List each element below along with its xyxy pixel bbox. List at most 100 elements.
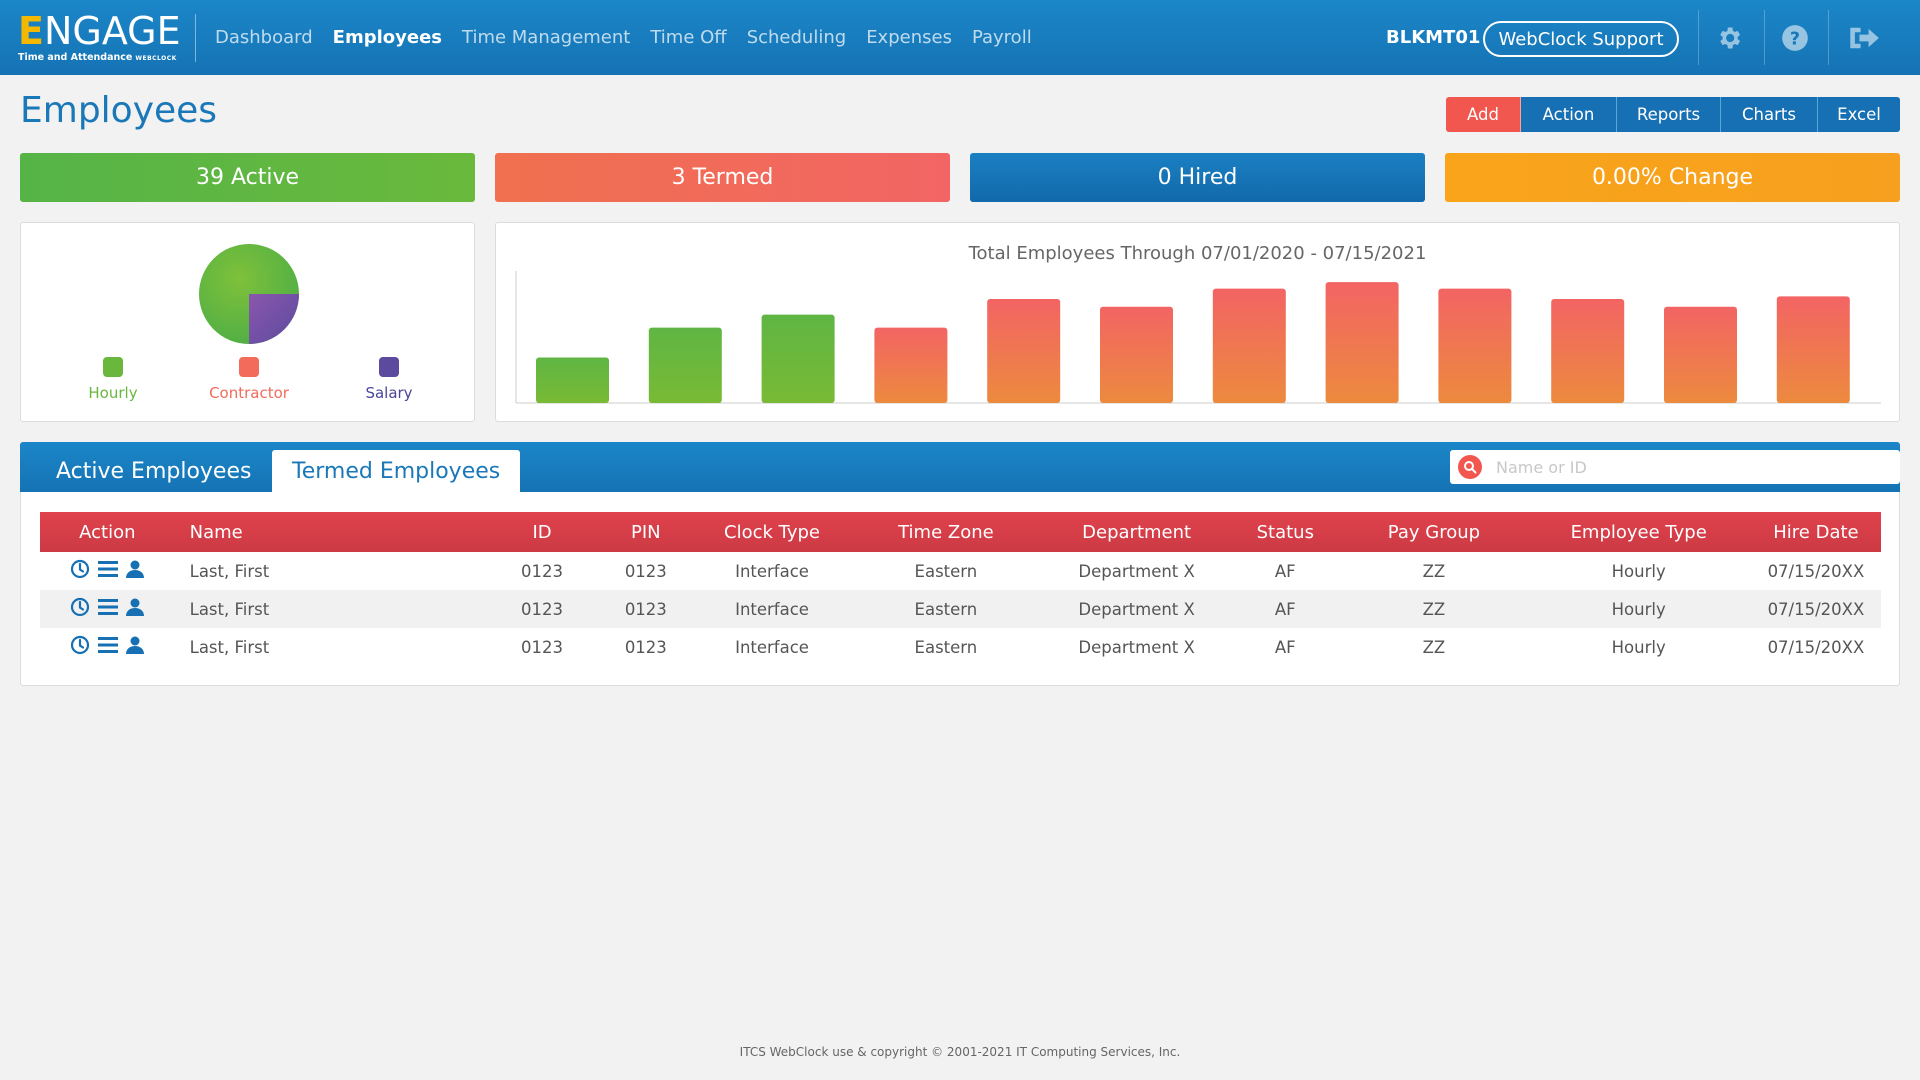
nav-employees[interactable]: Employees <box>332 27 442 48</box>
cell-employee-type: Hourly <box>1611 561 1666 581</box>
cell-clock-type: Interface <box>735 561 809 581</box>
cell-pay-group: ZZ <box>1422 599 1446 619</box>
header-pin[interactable]: PIN <box>630 521 661 543</box>
header-time-zone[interactable]: Time Zone <box>898 521 994 543</box>
legend-label-salary: Salary <box>365 384 413 402</box>
header-name[interactable]: Name <box>189 521 243 543</box>
cell-hire-date: 07/15/20XX <box>1767 599 1865 619</box>
logo-divider <box>195 14 196 62</box>
user-profile-icon[interactable] <box>126 636 145 658</box>
legend-swatch-hourly <box>103 357 123 377</box>
search-icon[interactable] <box>1458 455 1482 479</box>
header-hire-date[interactable]: Hire Date <box>1773 521 1859 543</box>
search-input[interactable] <box>1496 457 1876 477</box>
row-actions <box>40 590 175 628</box>
pie-slice-salary[interactable] <box>249 294 299 344</box>
cell-hire-date: 07/15/20XX <box>1767 561 1865 581</box>
chart-bar-6[interactable] <box>1100 306 1173 403</box>
active-count-card[interactable]: 39 Active <box>20 153 475 202</box>
row-actions <box>40 628 175 666</box>
header-employee-type[interactable]: Employee Type <box>1570 521 1707 543</box>
svg-text:?: ? <box>1790 29 1800 49</box>
reports-button[interactable]: Reports <box>1617 97 1721 132</box>
chart-bar-3[interactable] <box>761 314 835 403</box>
top-separator <box>1698 10 1699 65</box>
user-profile-icon[interactable] <box>126 598 145 620</box>
cell-clock-type: Interface <box>735 599 809 619</box>
tab-termed-employees[interactable]: Termed Employees <box>272 450 521 492</box>
page-action-buttons: Add Action Reports Charts Excel <box>1446 97 1900 132</box>
excel-button[interactable]: Excel <box>1818 97 1900 132</box>
top-separator <box>1828 10 1829 65</box>
top-separator <box>1764 10 1765 65</box>
clock-icon[interactable] <box>70 597 90 621</box>
total-employees-chart-panel: Total Employees Through 07/01/2020 - 07/… <box>495 222 1900 422</box>
header-status[interactable]: Status <box>1256 521 1314 543</box>
chart-bar-2[interactable] <box>648 327 722 403</box>
nav-scheduling[interactable]: Scheduling <box>746 27 847 48</box>
change-percent-card[interactable]: 0.00% Change <box>1445 153 1900 202</box>
table-row[interactable]: Last, First 0123 0123 Interface Eastern Depar… <box>40 590 1881 628</box>
list-icon[interactable] <box>98 598 119 620</box>
cell-time-zone: Eastern <box>914 637 978 657</box>
logout-icon[interactable] <box>1846 20 1882 56</box>
cell-status: AF <box>1274 561 1296 581</box>
nav-time-off[interactable]: Time Off <box>650 27 727 48</box>
cell-hire-date: 07/15/20XX <box>1767 637 1865 657</box>
legend-contractor[interactable]: Contractor <box>204 357 294 402</box>
user-code: BLKMT01 <box>1386 27 1481 48</box>
gear-icon[interactable] <box>1711 20 1747 56</box>
help-icon[interactable]: ? <box>1777 20 1813 56</box>
hired-count-card[interactable]: 0 Hired <box>970 153 1425 202</box>
cell-department: Department X <box>1078 637 1195 657</box>
nav-dashboard[interactable]: Dashboard <box>215 27 313 48</box>
cell-employee-type: Hourly <box>1611 637 1666 657</box>
cell-employee-type: Hourly <box>1611 599 1666 619</box>
list-icon[interactable] <box>98 636 119 658</box>
cell-name[interactable]: Last, First <box>189 561 270 581</box>
logo-wordmark: ENGAGE <box>18 9 181 53</box>
legend-salary[interactable]: Salary <box>349 357 429 402</box>
chart-bar-12[interactable] <box>1776 296 1850 403</box>
chart-bar-10[interactable] <box>1551 299 1625 403</box>
termed-count-card[interactable]: 3 Termed <box>495 153 950 202</box>
table-row[interactable]: Last, First 0123 0123 Interface Eastern Depar… <box>40 552 1881 590</box>
chart-bar-11[interactable] <box>1664 306 1737 403</box>
copyright-footer: ITCS WebClock use & copyright © 2001-202… <box>739 1045 1181 1059</box>
nav-expenses[interactable]: Expenses <box>866 27 952 48</box>
nav-payroll[interactable]: Payroll <box>971 27 1032 48</box>
chart-bar-4[interactable] <box>874 327 948 403</box>
tab-active-employees[interactable]: Active Employees <box>56 458 252 484</box>
cell-pay-group: ZZ <box>1422 637 1446 657</box>
chart-bar-5[interactable] <box>987 299 1061 403</box>
table-row[interactable]: Last, First 0123 0123 Interface Eastern Depar… <box>40 628 1881 666</box>
legend-hourly[interactable]: Hourly <box>73 357 153 402</box>
add-button[interactable]: Add <box>1446 97 1521 132</box>
action-button[interactable]: Action <box>1521 97 1617 132</box>
header-pay-group[interactable]: Pay Group <box>1387 521 1481 543</box>
user-profile-icon[interactable] <box>126 560 145 582</box>
clock-icon[interactable] <box>70 635 90 659</box>
employee-type-pie-panel: Hourly Contractor Salary <box>20 222 475 422</box>
nav-time-management[interactable]: Time Management <box>462 27 631 48</box>
total-employees-bar-chart <box>515 271 1881 404</box>
cell-id: 0123 <box>521 561 564 581</box>
cell-name[interactable]: Last, First <box>189 637 270 657</box>
chart-bar-8[interactable] <box>1325 282 1399 403</box>
header-clock-type[interactable]: Clock Type <box>724 521 820 543</box>
cell-name[interactable]: Last, First <box>189 599 270 619</box>
clock-icon[interactable] <box>70 559 90 583</box>
header-department[interactable]: Department <box>1082 521 1192 543</box>
engage-logo[interactable]: ENGAGE Time and Attendance WEBCLOCK <box>18 9 181 64</box>
header-id[interactable]: ID <box>532 521 552 543</box>
termed-employees-table-panel: Action Name ID PIN Clock Type Time Zone … <box>20 492 1900 686</box>
cell-time-zone: Eastern <box>914 599 978 619</box>
chart-bar-1[interactable] <box>536 357 609 404</box>
charts-button[interactable]: Charts <box>1721 97 1818 132</box>
list-icon[interactable] <box>98 560 119 582</box>
webclock-support-button[interactable]: WebClock Support <box>1483 21 1679 57</box>
header-action[interactable]: Action <box>79 521 136 543</box>
chart-bar-9[interactable] <box>1438 288 1512 403</box>
chart-bar-7[interactable] <box>1212 288 1286 403</box>
table-header-row: Action Name ID PIN Clock Type Time Zone … <box>40 512 1881 552</box>
